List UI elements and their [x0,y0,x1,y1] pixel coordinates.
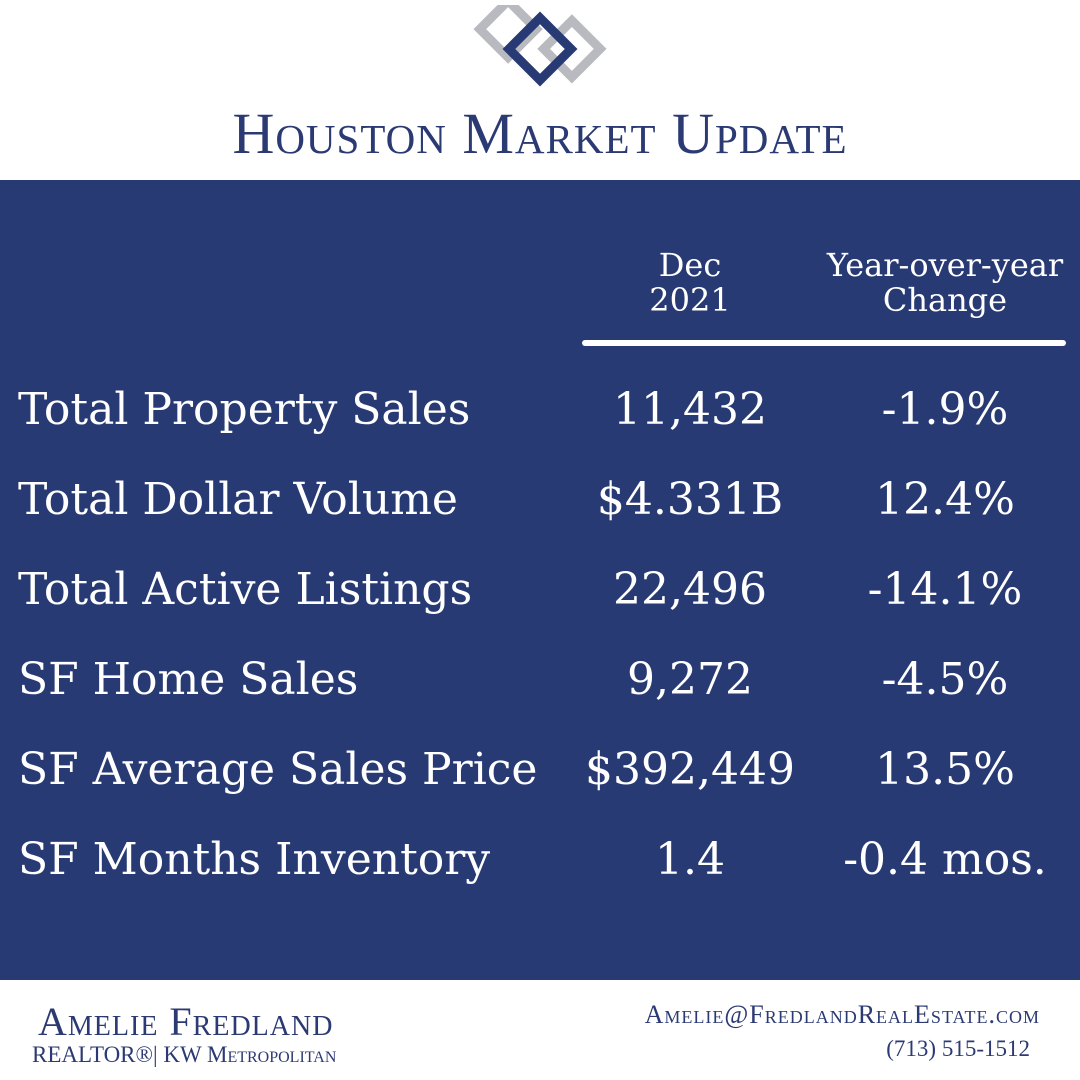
current-value: $392,449 [585,744,795,795]
header-underline [582,340,1066,346]
current-value: 11,432 [613,384,767,435]
column-header: Year-over-year [826,246,1064,284]
affiliation: REALTOR®| KW Metropolitan [32,1042,337,1067]
column-header: Change [882,281,1008,319]
yoy-change: -14.1% [867,564,1023,615]
email: Amelie@FredlandRealEstate.com [644,1000,1040,1029]
row-label: SF Average Sales Price [18,744,538,795]
title: Houston Market Update [232,101,848,166]
table-panel [0,180,1080,980]
row-label: SF Home Sales [18,654,359,705]
current-value: 9,272 [627,654,753,705]
phone: (713) 515-1512 [886,1036,1030,1061]
yoy-change: -1.9% [881,384,1009,435]
row-label: SF Months Inventory [18,834,491,885]
yoy-change: -4.5% [881,654,1009,705]
column-header: Dec [658,246,722,284]
current-value: 22,496 [613,564,767,615]
yoy-change: 12.4% [875,474,1015,525]
agent-name: Amelie Fredland [38,999,334,1044]
row-label: Total Property Sales [18,384,471,435]
logo [473,5,607,87]
yoy-change: -0.4 mos. [843,834,1047,885]
current-value: 1.4 [655,834,725,885]
yoy-change: 13.5% [875,744,1015,795]
row-label: Total Active Listings [18,564,473,615]
row-label: Total Dollar Volume [18,474,458,525]
column-header: 2021 [649,281,731,319]
current-value: $4.331B [596,474,784,525]
